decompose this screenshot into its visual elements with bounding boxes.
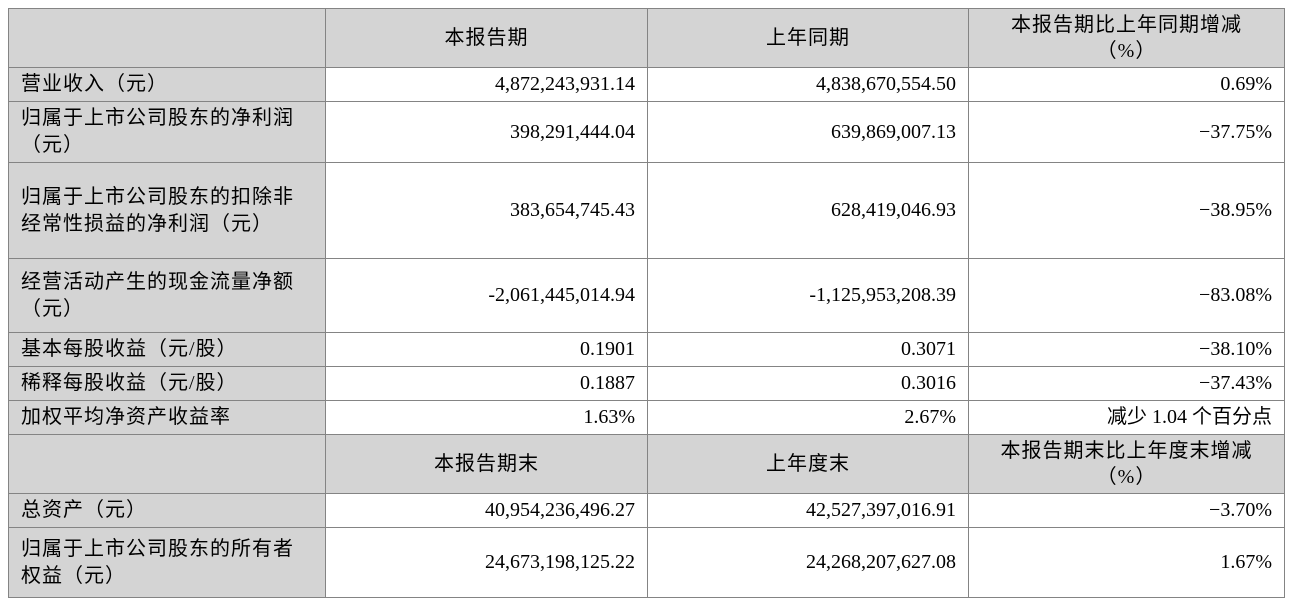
header-date-change-line1: 本报告期末比上年度末增减 [1000, 440, 1253, 462]
value-current-period: -2,061,445,014.94 [325, 258, 648, 333]
value-prior-period: 639,869,007.13 [647, 101, 969, 163]
value-prior-period: 628,419,046.93 [647, 162, 969, 259]
value-prior-period: 42,527,397,016.91 [647, 493, 969, 528]
value-prior-period: 4,838,670,554.50 [647, 67, 969, 102]
value-current-period: 0.1887 [325, 366, 648, 401]
table-row-shareholders-equity: 归属于上市公司股东的所有者权益（元） 24,673,198,125.22 24,… [8, 527, 1285, 598]
row-label: 营业收入（元） [8, 67, 326, 102]
value-prior-period: -1,125,953,208.39 [647, 258, 969, 333]
value-change: −38.10% [968, 332, 1285, 367]
row-label: 归属于上市公司股东的净利润（元） [8, 101, 326, 163]
table-row-diluted-eps: 稀释每股收益（元/股） 0.1887 0.3016 −37.43% [8, 366, 1285, 401]
header-prior-period: 上年同期 [647, 8, 969, 68]
value-current-period: 4,872,243,931.14 [325, 67, 648, 102]
value-change: −38.95% [968, 162, 1285, 259]
row-label: 基本每股收益（元/股） [8, 332, 326, 367]
value-prior-period: 0.3016 [647, 366, 969, 401]
row-label: 经营活动产生的现金流量净额（元） [8, 258, 326, 333]
value-change: 1.67% [968, 527, 1285, 598]
header-date-change: 本报告期末比上年度末增减 （%） [968, 434, 1285, 494]
row-label: 稀释每股收益（元/股） [8, 366, 326, 401]
header-current-period: 本报告期 [325, 8, 648, 68]
header-date-change-line2: （%） [1096, 466, 1157, 488]
header-period-change: 本报告期比上年同期增减 （%） [968, 8, 1285, 68]
value-change: 减少 1.04 个百分点 [968, 400, 1285, 435]
table-row-basic-eps: 基本每股收益（元/股） 0.1901 0.3071 −38.10% [8, 332, 1285, 367]
row-label: 加权平均净资产收益率 [8, 400, 326, 435]
table-row-net-profit-excl-nonrecurring: 归属于上市公司股东的扣除非经常性损益的净利润（元） 383,654,745.43… [8, 162, 1285, 259]
table-row-operating-cash-flow: 经营活动产生的现金流量净额（元） -2,061,445,014.94 -1,12… [8, 258, 1285, 333]
table-row-net-profit: 归属于上市公司股东的净利润（元） 398,291,444.04 639,869,… [8, 101, 1285, 163]
table-row-weighted-avg-roe: 加权平均净资产收益率 1.63% 2.67% 减少 1.04 个百分点 [8, 400, 1285, 435]
header-period-change-line1: 本报告期比上年同期增减 [1011, 14, 1242, 36]
header-period-change-line2: （%） [1096, 40, 1157, 62]
row-label: 归属于上市公司股东的所有者权益（元） [8, 527, 326, 598]
value-change: −3.70% [968, 493, 1285, 528]
blank-header-cell [8, 434, 326, 494]
value-current-period: 398,291,444.04 [325, 101, 648, 163]
value-current-period: 24,673,198,125.22 [325, 527, 648, 598]
value-change: −37.75% [968, 101, 1285, 163]
value-change: 0.69% [968, 67, 1285, 102]
header-prior-year-end: 上年度末 [647, 434, 969, 494]
value-current-period: 40,954,236,496.27 [325, 493, 648, 528]
value-current-period: 383,654,745.43 [325, 162, 648, 259]
value-change: −83.08% [968, 258, 1285, 333]
blank-header-cell [8, 8, 326, 68]
row-label: 总资产（元） [8, 493, 326, 528]
value-current-period: 0.1901 [325, 332, 648, 367]
value-change: −37.43% [968, 366, 1285, 401]
date-header-row: 本报告期末 上年度末 本报告期末比上年度末增减 （%） [8, 434, 1285, 494]
value-prior-period: 24,268,207,627.08 [647, 527, 969, 598]
value-prior-period: 0.3071 [647, 332, 969, 367]
header-current-period-end: 本报告期末 [325, 434, 648, 494]
value-prior-period: 2.67% [647, 400, 969, 435]
table-row-total-assets: 总资产（元） 40,954,236,496.27 42,527,397,016.… [8, 493, 1285, 528]
table-row-revenue: 营业收入（元） 4,872,243,931.14 4,838,670,554.5… [8, 67, 1285, 102]
value-current-period: 1.63% [325, 400, 648, 435]
period-header-row: 本报告期 上年同期 本报告期比上年同期增减 （%） [8, 8, 1285, 68]
row-label: 归属于上市公司股东的扣除非经常性损益的净利润（元） [8, 162, 326, 259]
financial-summary-table: 本报告期 上年同期 本报告期比上年同期增减 （%） 营业收入（元） 4,872,… [8, 8, 1285, 598]
